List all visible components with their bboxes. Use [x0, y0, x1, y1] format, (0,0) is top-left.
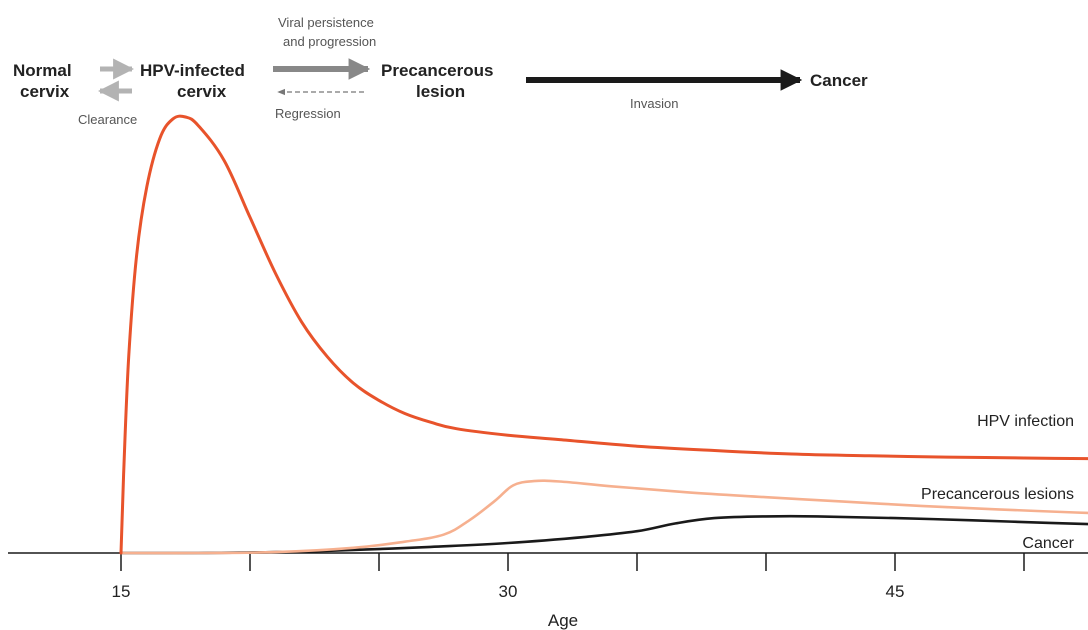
disease-progression-diagram: Normal cervix HPV-infected cervix Cleara…	[13, 15, 868, 127]
x-tick-label-45: 45	[886, 582, 905, 601]
series-line-cancer	[119, 514, 1088, 555]
stage-hpv-line2: cervix	[177, 82, 227, 101]
series-layer	[119, 114, 1088, 555]
label-clearance: Clearance	[78, 112, 137, 127]
series-label-cancer: Cancer	[1022, 535, 1074, 552]
series-label-hpv-infection: HPV infection	[977, 413, 1074, 430]
stage-precancer-line1: Precancerous	[381, 61, 493, 80]
stage-normal-line1: Normal	[13, 61, 72, 80]
label-persistence-line1: Viral persistence	[278, 15, 374, 30]
series-line-precancerous-lesions	[119, 479, 1088, 555]
stage-normal-line2: cervix	[20, 82, 70, 101]
stage-cancer: Cancer	[810, 71, 868, 90]
stage-precancer-line2: lesion	[416, 82, 465, 101]
x-tick-label-15: 15	[112, 582, 131, 601]
label-invasion: Invasion	[630, 96, 678, 111]
series-label-precancerous-lesions: Precancerous lesions	[921, 486, 1074, 503]
x-tick-label-30: 30	[499, 582, 518, 601]
series-line-hpv-infection	[119, 114, 1088, 555]
x-axis-title: Age	[548, 611, 578, 630]
x-axis: 15 30 45	[8, 552, 1088, 601]
label-persistence-line2: and progression	[283, 34, 376, 49]
stage-hpv-line1: HPV-infected	[140, 61, 245, 80]
label-regression: Regression	[275, 106, 341, 121]
